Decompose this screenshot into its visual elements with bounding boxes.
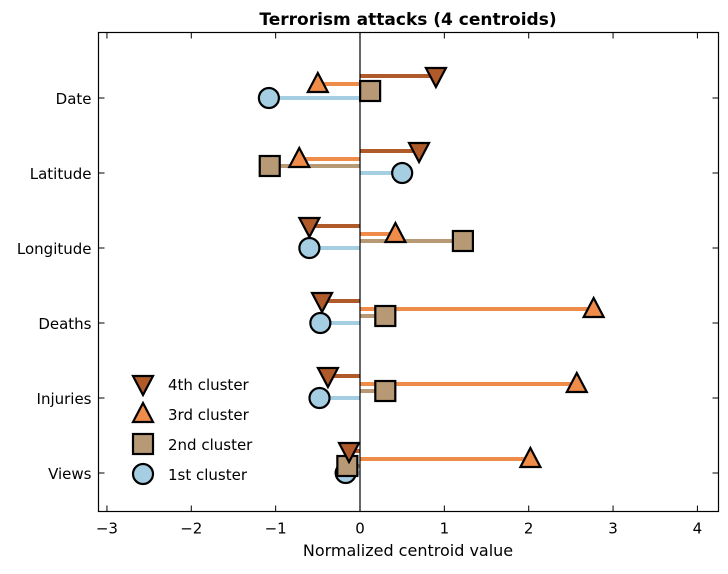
data-point-marker bbox=[257, 86, 280, 110]
legend-label: 4th cluster bbox=[168, 376, 250, 394]
data-point-marker bbox=[407, 141, 431, 165]
legend-label: 2nd cluster bbox=[168, 436, 253, 454]
y-tick-label: Date bbox=[56, 90, 92, 108]
data-point-marker bbox=[310, 291, 334, 315]
data-point-marker bbox=[305, 70, 330, 94]
x-tick-label: 0 bbox=[355, 520, 365, 538]
chart-title: Terrorism attacks (4 centroids) bbox=[259, 10, 556, 30]
data-point-marker bbox=[581, 295, 606, 319]
x-tick-label: −1 bbox=[265, 520, 287, 538]
x-tick-label: −3 bbox=[96, 520, 118, 538]
data-point-marker bbox=[451, 229, 475, 253]
legend-marker bbox=[131, 400, 155, 424]
data-point-marker bbox=[298, 236, 321, 260]
data-point-marker bbox=[287, 145, 312, 169]
series-markers bbox=[257, 66, 606, 485]
x-tick-label: 2 bbox=[524, 520, 534, 538]
data-point-marker bbox=[297, 216, 322, 240]
y-tick-label: Latitude bbox=[30, 165, 92, 183]
y-tick-label: Injuries bbox=[37, 390, 92, 408]
y-tick-label: Longitude bbox=[17, 240, 92, 258]
x-tick-label: 3 bbox=[608, 520, 618, 538]
data-point-marker bbox=[564, 370, 589, 394]
legend: 4th cluster 3rd cluster 2nd cluster 1st clu… bbox=[131, 374, 253, 486]
x-axis-label: Normalized centroid value bbox=[303, 541, 513, 560]
data-point-marker bbox=[374, 379, 397, 403]
x-tick-label: 4 bbox=[693, 520, 703, 538]
data-point-marker bbox=[359, 79, 382, 103]
y-tick-label: Views bbox=[48, 465, 92, 483]
data-point-marker bbox=[337, 441, 361, 465]
data-point-marker bbox=[424, 66, 448, 90]
plot-frame bbox=[97, 31, 720, 513]
data-point-marker bbox=[518, 445, 543, 469]
data-point-marker bbox=[258, 154, 281, 178]
series-lines bbox=[268, 74, 594, 475]
x-axis-ticks: −3 −2 −1 0 1 2 3 4 bbox=[96, 32, 703, 538]
data-point-marker bbox=[316, 366, 340, 390]
data-point-marker bbox=[391, 161, 414, 185]
data-point-marker bbox=[309, 311, 332, 335]
y-axis-ticks: Date Latitude Longitude Deaths Injuries Views bbox=[17, 90, 719, 483]
x-tick-label: −2 bbox=[180, 520, 202, 538]
legend-marker bbox=[131, 462, 155, 486]
y-tick-label: Deaths bbox=[38, 315, 91, 333]
data-point-marker bbox=[383, 220, 408, 244]
x-tick-label: 1 bbox=[440, 520, 450, 538]
data-point-marker bbox=[308, 386, 331, 410]
legend-label: 1st cluster bbox=[168, 466, 248, 484]
legend-marker bbox=[131, 432, 155, 456]
legend-marker bbox=[131, 374, 155, 398]
data-point-marker bbox=[374, 304, 397, 328]
legend-label: 3rd cluster bbox=[168, 406, 250, 424]
